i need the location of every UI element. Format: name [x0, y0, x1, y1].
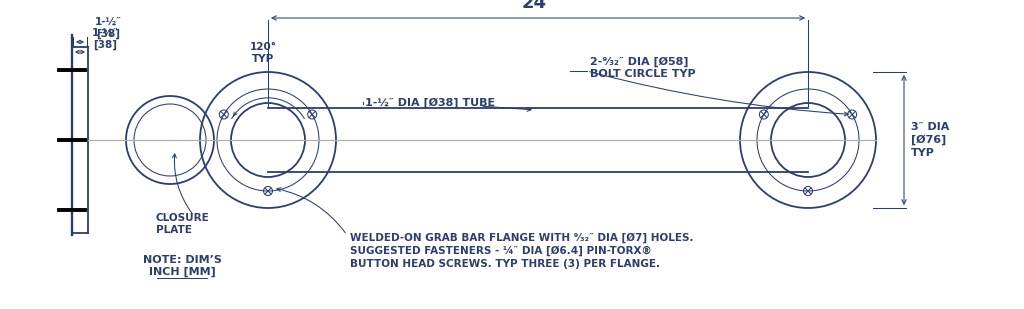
- Text: 24″: 24″: [521, 0, 555, 12]
- Text: INCH [MM]: INCH [MM]: [148, 267, 215, 277]
- Text: CLOSURE
PLATE: CLOSURE PLATE: [156, 213, 210, 235]
- Text: 1-½″ DIA [Ø38] TUBE: 1-½″ DIA [Ø38] TUBE: [365, 98, 496, 108]
- Text: 1-½″
[38]: 1-½″ [38]: [91, 28, 119, 50]
- Text: WELDED-ON GRAB BAR FLANGE WITH ⁹⁄₃₂″ DIA [Ø7] HOLES.
SUGGESTED FASTENERS - ¼″ DI: WELDED-ON GRAB BAR FLANGE WITH ⁹⁄₃₂″ DIA…: [350, 232, 693, 269]
- Text: 2-⁹⁄₃₂″ DIA [Ø58]
BOLT CIRCLE TYP: 2-⁹⁄₃₂″ DIA [Ø58] BOLT CIRCLE TYP: [590, 57, 695, 79]
- Text: 1-½″
[38]: 1-½″ [38]: [94, 17, 122, 39]
- Text: 120°
TYP: 120° TYP: [250, 42, 276, 64]
- Text: NOTE: DIM’S: NOTE: DIM’S: [142, 255, 221, 265]
- Text: 3″ DIA
[Ø76]
TYP: 3″ DIA [Ø76] TYP: [911, 122, 949, 158]
